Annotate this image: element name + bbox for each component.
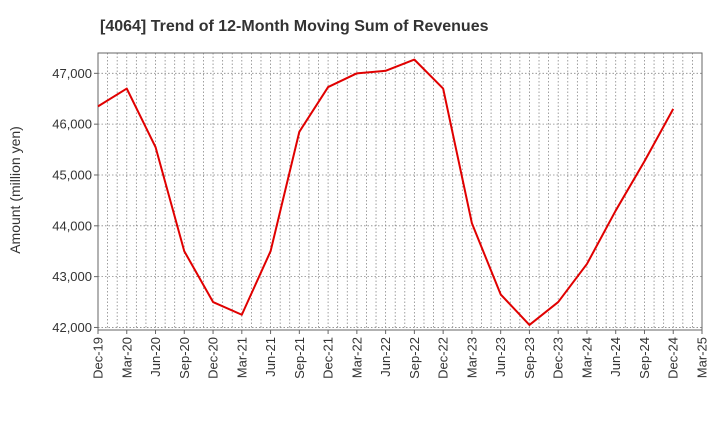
x-tick-label: Dec-23 <box>551 337 566 379</box>
x-tick-label: Sep-24 <box>637 337 652 379</box>
y-tick-label: 45,000 <box>52 167 92 182</box>
y-axis-ticks: 42,000 43,000 44,000 45,000 46,000 47,000 <box>52 66 98 335</box>
x-tick-label: Mar-22 <box>349 337 364 378</box>
x-tick-label: Sep-20 <box>177 337 192 379</box>
y-tick-label: 47,000 <box>52 66 92 81</box>
x-tick-label: Jun-23 <box>493 337 508 377</box>
x-tick-label: Sep-22 <box>407 337 422 379</box>
x-tick-label: Mar-23 <box>464 337 479 378</box>
x-tick-label: Jun-22 <box>378 337 393 377</box>
y-tick-label: 46,000 <box>52 117 92 132</box>
y-axis-label: Amount (million yen) <box>7 126 23 254</box>
y-tick-label: 42,000 <box>52 320 92 335</box>
x-tick-label: Jun-24 <box>608 337 623 377</box>
x-tick-label: Mar-25 <box>695 337 710 378</box>
chart-title: [4064] Trend of 12-Month Moving Sum of R… <box>100 18 489 35</box>
plot-frame <box>97 52 703 331</box>
x-axis-ticks: Dec-19 Mar-20 Jun-20 Sep-20 Dec-20 Mar-21 Jun-… <box>91 330 710 379</box>
x-tick-label: Dec-22 <box>436 337 451 379</box>
x-tick-label: Sep-21 <box>292 337 307 379</box>
series-group <box>97 58 675 326</box>
x-tick-label: Dec-24 <box>666 337 681 379</box>
x-tick-label: Jun-21 <box>263 337 278 377</box>
series-line <box>97 58 675 326</box>
y-tick-label: 43,000 <box>52 269 92 284</box>
y-tick-label: 44,000 <box>52 218 92 233</box>
x-tick-label: Mar-20 <box>119 337 134 378</box>
x-tick-label: Sep-23 <box>522 337 537 379</box>
grid <box>98 53 702 330</box>
x-tick-label: Jun-20 <box>148 337 163 377</box>
x-tick-label: Dec-21 <box>321 337 336 379</box>
x-tick-label: Mar-24 <box>579 337 594 378</box>
x-tick-label: Dec-19 <box>91 337 106 379</box>
x-tick-label: Dec-20 <box>206 337 221 379</box>
x-tick-label: Mar-21 <box>234 337 249 378</box>
